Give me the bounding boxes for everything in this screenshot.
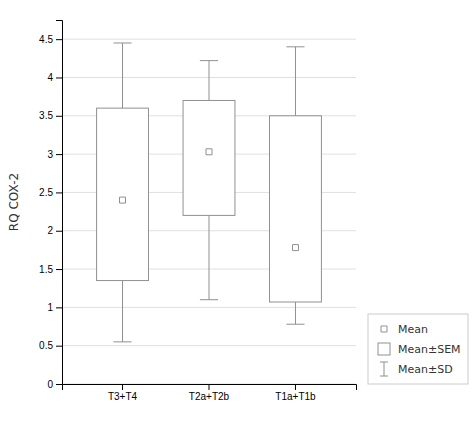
y-tick: 3.5 <box>39 110 62 121</box>
y-tick-label: 0 <box>47 379 53 390</box>
x-tick-label: T3+T4 <box>108 391 138 402</box>
x-tick-mark <box>122 384 123 390</box>
marks <box>97 43 322 342</box>
whisker-high <box>295 47 296 116</box>
box <box>270 116 322 302</box>
y-tick-mark <box>56 77 62 78</box>
mean-marker <box>120 197 126 203</box>
y-tick-mark <box>56 346 62 347</box>
y-tick-label: 4.5 <box>39 34 53 45</box>
y-axis-line <box>56 21 63 385</box>
legend-item: Mean±SD <box>380 362 453 376</box>
whisker-cap-high <box>286 46 304 47</box>
legend-symbol-line <box>380 376 388 377</box>
y-tick-mark <box>56 192 62 193</box>
chart: 0 0.5 1 1.5 2 2.5 3 3.5 4 4.5 T3+T4 T2a+T2b T1a+T1b R… <box>0 0 474 424</box>
whisker-low <box>295 302 296 324</box>
legend-label: Mean±SEM <box>398 343 461 356</box>
box-group <box>97 43 149 342</box>
y-tick-label: 2 <box>47 225 53 236</box>
box-group <box>183 61 235 300</box>
legend-item: Mean±SEM <box>378 343 461 356</box>
y-tick-label: 1.5 <box>39 264 53 275</box>
x-tick: T3+T4 <box>108 384 138 402</box>
legend-frame <box>368 314 468 384</box>
legend-symbol <box>381 326 387 332</box>
y-tick-mark <box>56 307 62 308</box>
y-tick: 4.5 <box>39 34 62 45</box>
y-tick-label: 3.5 <box>39 110 53 121</box>
y-tick-label: 0.5 <box>39 340 53 351</box>
plot: 0 0.5 1 1.5 2 2.5 3 3.5 4 4.5 T3+T4 T2a+T2b T1a+T1b R… <box>7 21 468 403</box>
y-axis-title: RQ COX-2 <box>7 173 21 231</box>
box <box>97 108 149 280</box>
x-tick-label: T1a+T1b <box>275 391 316 402</box>
y-tick-mark <box>56 116 62 117</box>
whisker-cap-high <box>200 60 218 61</box>
x-axis-line <box>63 385 357 391</box>
y-axis: 0 0.5 1 1.5 2 2.5 3 3.5 4 4.5 <box>39 21 62 390</box>
y-tick: 0.5 <box>39 340 62 351</box>
y-tick-mark <box>56 154 62 155</box>
y-tick-label: 3 <box>47 149 53 160</box>
whisker-cap-low <box>113 341 131 342</box>
y-tick-mark <box>56 231 62 232</box>
whisker-low <box>209 215 210 299</box>
y-tick-label: 1 <box>47 302 53 313</box>
legend: Mean Mean±SEM Mean±SD <box>368 314 468 384</box>
y-tick: 4 <box>47 72 62 83</box>
y-tick: 2 <box>47 225 62 236</box>
y-tick-mark <box>56 269 62 270</box>
legend-item: Mean <box>381 323 428 336</box>
x-tick-mark <box>209 384 210 390</box>
y-tick-label: 2.5 <box>39 187 53 198</box>
y-tick: 1.5 <box>39 264 62 275</box>
legend-label: Mean±SD <box>398 363 453 376</box>
legend-label: Mean <box>398 323 428 336</box>
x-tick-mark <box>295 384 296 390</box>
grid-line <box>62 39 356 40</box>
y-tick-mark <box>56 384 62 385</box>
grid-line <box>62 307 356 308</box>
grid <box>62 39 356 384</box>
x-axis: T3+T4 T2a+T2b T1a+T1b <box>63 384 357 402</box>
whisker-high <box>122 43 123 108</box>
x-tick: T1a+T1b <box>275 384 316 402</box>
legend-symbol <box>380 362 388 376</box>
mean-marker <box>292 245 298 251</box>
legend-symbol-line <box>384 362 385 376</box>
box <box>183 100 235 215</box>
y-tick: 1 <box>47 302 62 313</box>
grid-line <box>62 345 356 346</box>
legend-symbol <box>378 343 390 355</box>
whisker-cap-low <box>286 324 304 325</box>
box-group <box>270 47 322 324</box>
whisker-cap-high <box>113 42 131 43</box>
y-tick-label: 4 <box>47 72 53 83</box>
legend-symbol-line <box>380 362 388 363</box>
whisker-cap-low <box>200 299 218 300</box>
x-tick-label: T2a+T2b <box>189 391 230 402</box>
y-tick: 2.5 <box>39 187 62 198</box>
whisker-high <box>209 61 210 101</box>
y-tick-mark <box>56 39 62 40</box>
whisker-low <box>122 281 123 342</box>
y-tick: 0 <box>47 379 62 390</box>
y-tick: 3 <box>47 149 62 160</box>
x-tick: T2a+T2b <box>189 384 230 402</box>
mean-marker <box>206 149 212 155</box>
